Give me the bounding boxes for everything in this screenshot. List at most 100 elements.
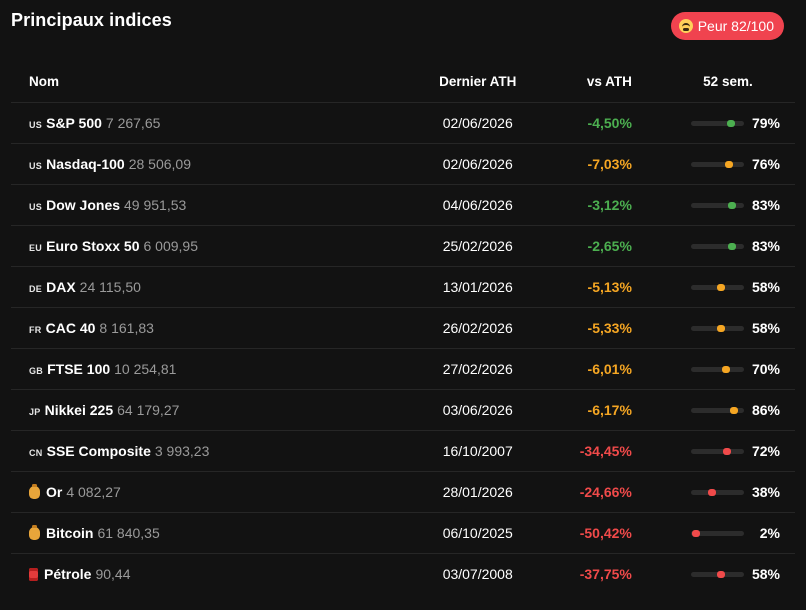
cell-vs-ath: -6,17% xyxy=(540,389,632,431)
column-header-ath[interactable]: Dernier ATH xyxy=(414,60,541,103)
cell-ath-date: 25/02/2026 xyxy=(414,225,541,267)
range-52-week-marker xyxy=(728,242,736,250)
column-header-name[interactable]: Nom xyxy=(11,60,415,103)
instrument-name: Nasdaq-100 xyxy=(46,156,125,172)
week52-percent: 2% xyxy=(759,525,780,541)
cell-vs-ath: -5,33% xyxy=(540,307,632,349)
column-header-52-weeks[interactable]: 52 sem. xyxy=(631,60,795,103)
cell-ath-date: 06/10/2025 xyxy=(414,512,541,554)
cell-name: JP Nikkei 225 64 179,27 xyxy=(11,389,415,431)
table-row[interactable]: Pétrole 90,44 03/07/2008 -37,75% 58% xyxy=(11,554,795,595)
cell-ath-date: 28/01/2026 xyxy=(414,471,541,513)
cell-ath-date: 02/06/2026 xyxy=(414,143,541,185)
cell-name: Bitcoin 61 840,35 xyxy=(11,512,415,554)
cell-52-weeks: 58% xyxy=(632,554,795,595)
ath-date: 28/01/2026 xyxy=(442,484,513,500)
instrument-value: 4 082,27 xyxy=(66,484,121,500)
week52-percent: 58% xyxy=(751,566,780,582)
range-52-week-marker xyxy=(717,324,725,332)
table-row[interactable]: JP Nikkei 225 64 179,27 03/06/2026 -6,17% … xyxy=(11,389,795,431)
sentiment-badge-label: Peur 82/100 xyxy=(697,18,774,34)
cell-name: EU Euro Stoxx 50 6 009,95 xyxy=(11,225,415,267)
cell-52-weeks: 58% xyxy=(631,307,795,349)
money-bag-icon xyxy=(29,484,40,499)
table-row[interactable]: US Nasdaq-100 28 506,09 02/06/2026 -7,03% … xyxy=(11,143,795,185)
cell-vs-ath: -4,50% xyxy=(540,102,632,144)
country-code: JP xyxy=(29,407,41,417)
range-52-week-track xyxy=(691,570,744,578)
instrument-name: Or xyxy=(46,484,63,500)
range-52-week-marker xyxy=(730,406,738,414)
cell-vs-ath: -24,66% xyxy=(540,471,632,513)
country-code: US xyxy=(29,120,43,130)
money-bag-icon xyxy=(29,525,40,540)
week52-percent: 58% xyxy=(751,320,780,336)
instrument-value: 6 009,95 xyxy=(143,238,198,254)
week52-percent: 79% xyxy=(751,115,780,131)
cell-vs-ath: -3,12% xyxy=(540,184,632,226)
cell-ath-date: 02/06/2026 xyxy=(414,102,541,144)
vs-ath-percent: -6,17% xyxy=(587,402,632,418)
instrument-name: SSE Composite xyxy=(46,443,151,459)
cell-52-weeks: 76% xyxy=(631,143,795,185)
vs-ath-percent: -50,42% xyxy=(579,525,632,541)
week52-percent: 72% xyxy=(751,443,780,459)
table-row[interactable]: US Dow Jones 49 951,53 04/06/2026 -3,12% 8… xyxy=(11,184,795,226)
cell-vs-ath: -5,13% xyxy=(540,266,632,308)
instrument-name: Nikkei 225 xyxy=(44,402,114,418)
table-row[interactable]: Bitcoin 61 840,35 06/10/2025 -50,42% 2% xyxy=(11,512,795,554)
range-52-week-track xyxy=(691,324,744,332)
table-row[interactable]: EU Euro Stoxx 50 6 009,95 25/02/2026 -2,65… xyxy=(11,225,795,267)
range-52-week-marker xyxy=(722,365,730,373)
table-row[interactable]: CN SSE Composite 3 993,23 16/10/2007 -34,4… xyxy=(11,430,795,472)
cell-52-weeks: 79% xyxy=(631,102,795,144)
week52-percent: 83% xyxy=(751,238,780,254)
range-52-week-track xyxy=(691,488,744,496)
ath-date: 03/07/2008 xyxy=(442,566,513,582)
range-52-week-track xyxy=(691,119,744,127)
vs-ath-percent: -3,12% xyxy=(587,197,632,213)
vs-ath-percent: -2,65% xyxy=(587,238,632,254)
range-52-week-marker xyxy=(725,160,733,168)
country-code: FR xyxy=(29,325,42,335)
ath-date: 25/02/2026 xyxy=(442,238,513,254)
instrument-value: 90,44 xyxy=(95,566,131,582)
table-row[interactable]: GB FTSE 100 10 254,81 27/02/2026 -6,01% 70… xyxy=(11,348,795,390)
cell-name: FR CAC 40 8 161,83 xyxy=(11,307,415,349)
cell-name: Or 4 082,27 xyxy=(11,471,415,513)
week52-percent: 76% xyxy=(751,156,780,172)
vs-ath-percent: -24,66% xyxy=(579,484,632,500)
column-header-vs-ath[interactable]: vs ATH xyxy=(540,60,632,103)
table-row[interactable]: DE DAX 24 115,50 13/01/2026 -5,13% 58% xyxy=(11,266,795,308)
cell-52-weeks: 83% xyxy=(631,184,795,226)
ath-date: 16/10/2007 xyxy=(442,443,513,459)
sentiment-badge[interactable]: Peur 82/100 xyxy=(670,12,784,40)
cell-name: GB FTSE 100 10 254,81 xyxy=(11,348,415,390)
range-52-week-marker xyxy=(692,529,700,537)
vs-ath-percent: -6,01% xyxy=(587,361,632,377)
range-52-week-marker xyxy=(723,447,731,455)
cell-vs-ath: -6,01% xyxy=(540,348,632,390)
cell-ath-date: 27/02/2026 xyxy=(414,348,541,390)
instrument-value: 28 506,09 xyxy=(128,156,191,172)
country-code: GB xyxy=(29,366,44,376)
week52-percent: 38% xyxy=(751,484,780,500)
cell-name: Pétrole 90,44 xyxy=(11,554,415,595)
table-row[interactable]: Or 4 082,27 28/01/2026 -24,66% 38% xyxy=(11,471,795,513)
cell-52-weeks: 70% xyxy=(631,348,795,390)
vs-ath-percent: -5,33% xyxy=(587,320,632,336)
instrument-name: CAC 40 xyxy=(45,320,96,336)
vs-ath-percent: -34,45% xyxy=(579,443,632,459)
instrument-name: FTSE 100 xyxy=(47,361,111,377)
cell-vs-ath: -7,03% xyxy=(540,143,632,185)
table-row[interactable]: US S&P 500 7 267,65 02/06/2026 -4,50% 79% xyxy=(11,102,795,144)
range-52-week-marker xyxy=(717,283,725,291)
cell-52-weeks: 86% xyxy=(631,389,795,431)
week52-percent: 70% xyxy=(751,361,780,377)
country-code: CN xyxy=(29,448,43,458)
cell-name: US Nasdaq-100 28 506,09 xyxy=(11,143,415,185)
instrument-name: Pétrole xyxy=(44,566,92,582)
table-row[interactable]: FR CAC 40 8 161,83 26/02/2026 -5,33% 58% xyxy=(11,307,795,349)
vs-ath-percent: -7,03% xyxy=(587,156,632,172)
